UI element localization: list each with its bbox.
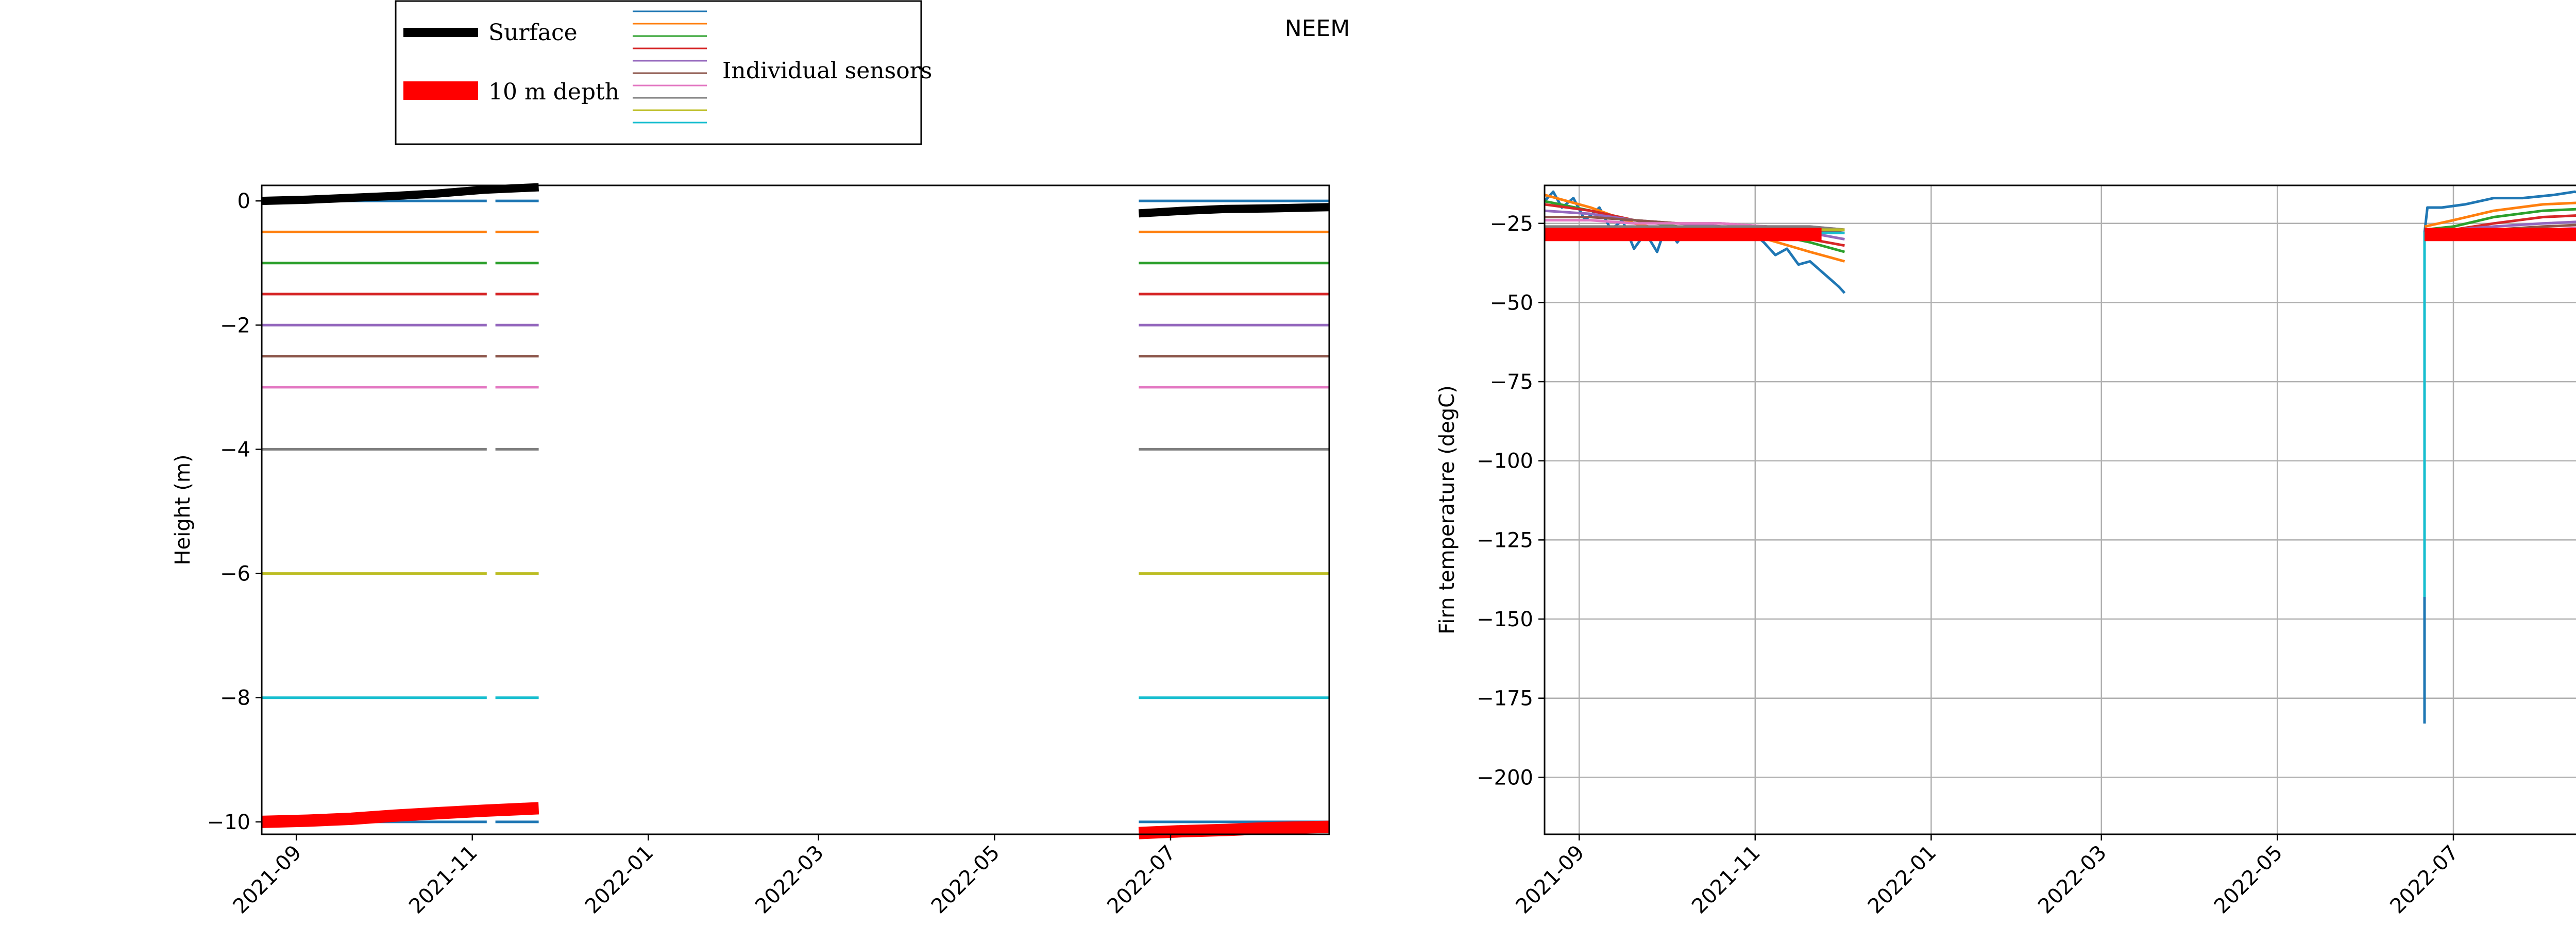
y-tick-label: −75	[1490, 370, 1533, 394]
y-tick-label: −2	[220, 314, 250, 337]
height-axes-frame	[261, 184, 1330, 835]
y-tick-label: −8	[220, 686, 250, 710]
x-tick-label: 2022-05	[927, 841, 1005, 919]
depth10-line	[261, 802, 539, 828]
x-tick-label: 2021-09	[1512, 841, 1589, 919]
surface-line	[261, 183, 539, 205]
y-tick-label: −10	[207, 811, 250, 834]
x-tick-label: 2021-11	[1687, 841, 1765, 919]
height-axes-ticks: 2021-09 2021-11 2022-01 2022-03 2022-05 2022-…	[207, 190, 1180, 918]
surface-line	[1138, 203, 1330, 218]
x-tick-label: 2022-01	[1863, 841, 1941, 919]
y-tick-label: −175	[1477, 687, 1533, 711]
y-tick-label: −100	[1477, 450, 1533, 473]
legend-depth-label: 10 m depth	[488, 79, 619, 105]
temperature-axes: 2021-09 2021-11 2022-01 2022-03 2022-05 2022-…	[1435, 184, 2576, 919]
figure-title: NEEM	[1285, 15, 1350, 42]
temperature-series-line	[2423, 231, 2576, 597]
y-tick-label: −6	[220, 562, 250, 586]
x-tick-label: 2021-09	[229, 841, 307, 919]
legend-sensor-swatches	[633, 10, 707, 124]
legend-surface-label: Surface	[488, 20, 578, 46]
y-tick-label: 0	[238, 190, 250, 213]
x-tick-label: 2022-07	[1103, 841, 1180, 919]
temperature-plot-content	[1544, 185, 2576, 834]
y-tick-label: −200	[1477, 766, 1533, 789]
y-tick-label: −125	[1477, 528, 1533, 552]
height-plot-content	[261, 183, 1330, 839]
y-tick-label: −150	[1477, 608, 1533, 631]
x-tick-label: 2022-01	[581, 841, 658, 919]
x-tick-label: 2022-07	[2385, 841, 2463, 919]
y-tick-label: −4	[220, 438, 250, 461]
y-tick-label: −50	[1490, 291, 1533, 315]
height-axes: 2021-09 2021-11 2022-01 2022-03 2022-05 2022-…	[171, 183, 1330, 918]
x-tick-label: 2022-03	[751, 841, 828, 919]
x-tick-label: 2022-05	[2210, 841, 2287, 919]
temperature-ylabel: Firn temperature (degC)	[1435, 385, 1459, 634]
x-tick-label: 2022-03	[2033, 841, 2111, 919]
temperature-series-line	[1545, 225, 1845, 231]
temperature-axes-frame	[1544, 184, 2576, 835]
y-tick-label: −25	[1490, 212, 1533, 236]
legend-sensors-label: Individual sensors	[722, 58, 932, 84]
depth10-line	[1138, 820, 1330, 839]
temperature-series-line	[2424, 201, 2576, 228]
temperature-axes-ticks: 2021-09 2021-11 2022-01 2022-03 2022-05 2022-…	[1477, 212, 2463, 919]
x-tick-label: 2021-11	[404, 841, 482, 919]
temperature-series-line	[2423, 190, 2576, 724]
height-ylabel: Height (m)	[171, 454, 195, 565]
legend: Surface 10 m depth Individual sensors	[395, 0, 932, 145]
temperature-series-line	[2424, 208, 2576, 231]
temperature-series-line	[2423, 230, 2576, 363]
